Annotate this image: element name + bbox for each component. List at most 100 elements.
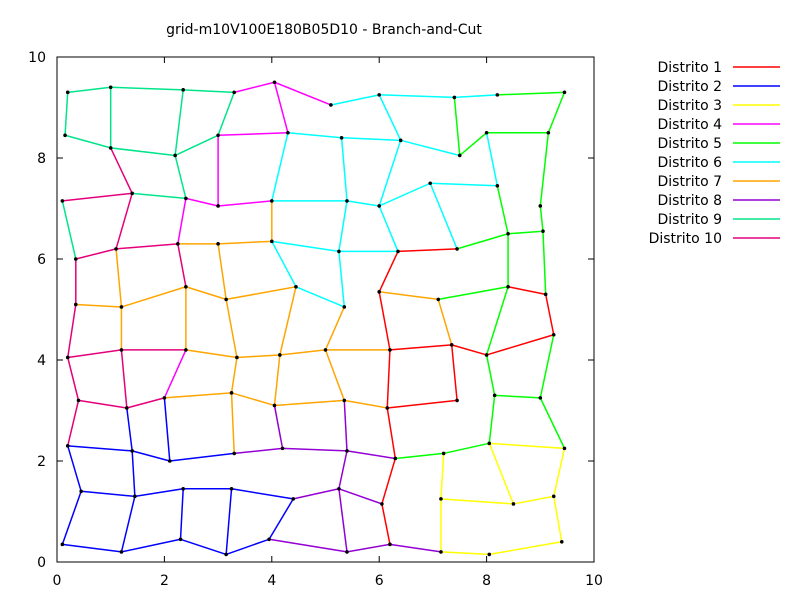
legend-label: Distrito 8 — [657, 193, 722, 209]
legend-label: Distrito 4 — [657, 117, 722, 133]
series-4 — [163, 81, 332, 399]
edge — [552, 448, 566, 497]
node-point — [162, 396, 167, 400]
edge — [218, 200, 272, 207]
edge — [110, 86, 184, 91]
node-point — [181, 88, 185, 92]
edge — [346, 200, 380, 207]
edge — [429, 182, 458, 250]
node-point — [484, 130, 489, 135]
edge — [489, 541, 562, 556]
edge — [231, 488, 294, 500]
edge — [174, 89, 184, 156]
edge — [279, 286, 297, 356]
node-point — [484, 353, 489, 357]
edge — [174, 134, 219, 157]
edge — [338, 200, 348, 252]
edge — [271, 132, 289, 202]
node-point — [562, 90, 567, 95]
edge — [400, 139, 460, 157]
edge — [497, 91, 565, 96]
node-point — [232, 90, 237, 95]
node-point — [286, 130, 290, 135]
node-point — [267, 537, 271, 542]
edge — [378, 140, 402, 207]
edge — [494, 394, 541, 399]
edge — [61, 491, 82, 545]
node-point — [506, 284, 510, 289]
edge — [115, 248, 123, 308]
edge — [488, 443, 515, 505]
edge — [81, 490, 135, 498]
edge — [62, 543, 122, 553]
node-point — [551, 332, 556, 337]
x-tick-label: 2 — [160, 573, 169, 589]
node-point — [184, 196, 188, 201]
edge — [378, 205, 399, 252]
series-5 — [395, 91, 566, 460]
edge — [397, 248, 458, 253]
edge — [378, 94, 402, 141]
y-tick-label: 0 — [37, 555, 46, 571]
edge — [67, 445, 133, 452]
edge — [230, 392, 235, 454]
y-tick-label: 10 — [28, 50, 46, 66]
node-point — [562, 446, 567, 451]
edge — [274, 399, 345, 407]
edge — [236, 354, 280, 359]
node-point — [452, 95, 457, 100]
edge — [179, 488, 184, 540]
edge — [234, 447, 283, 455]
edge — [67, 357, 80, 401]
edge — [539, 397, 566, 449]
edge — [488, 395, 496, 444]
legend-label: Distrito 3 — [657, 98, 722, 114]
node-point — [337, 249, 341, 254]
edge — [287, 132, 342, 139]
x-tick-label: 4 — [267, 573, 276, 589]
node-point — [184, 348, 188, 352]
edge — [507, 286, 546, 296]
edge — [67, 400, 80, 447]
node-point — [495, 183, 500, 188]
node-point — [216, 242, 220, 246]
node-point — [73, 302, 78, 307]
node-point — [272, 403, 277, 408]
node-point — [342, 305, 347, 309]
legend-entry: Distrito 3 — [657, 98, 780, 114]
y-tick-label: 4 — [37, 353, 46, 369]
edge — [544, 294, 555, 335]
node-point — [232, 451, 237, 456]
edge — [271, 240, 340, 253]
series-8 — [234, 400, 442, 553]
edge — [273, 405, 284, 449]
edge — [174, 155, 187, 199]
node-point — [455, 398, 459, 403]
node-point — [65, 444, 70, 448]
edge — [443, 442, 490, 455]
edge — [450, 344, 458, 401]
edge — [185, 197, 219, 207]
node-point — [342, 398, 347, 403]
edge — [381, 503, 391, 545]
edge — [387, 399, 458, 409]
edge — [177, 198, 187, 244]
edge — [379, 291, 439, 301]
edge — [459, 132, 488, 157]
node-point — [551, 494, 556, 499]
legend-label: Distrito 5 — [657, 136, 722, 152]
edge — [75, 303, 122, 308]
node-point — [377, 290, 382, 294]
x-tick-label: 0 — [53, 573, 62, 589]
edge — [268, 538, 348, 553]
node-point — [216, 133, 220, 138]
edge — [126, 397, 165, 409]
node-point — [380, 502, 384, 506]
node-point — [181, 486, 185, 491]
node-point — [329, 103, 333, 107]
node-point — [272, 80, 277, 85]
edge — [340, 137, 348, 201]
edge — [64, 92, 69, 136]
edge — [225, 538, 270, 556]
edge — [217, 92, 235, 136]
